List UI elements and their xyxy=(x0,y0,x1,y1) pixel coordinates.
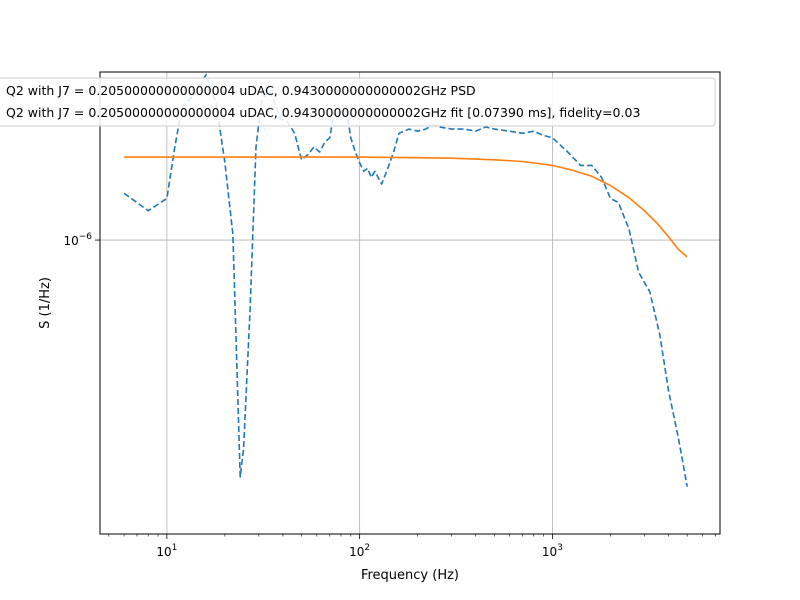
axis-ticks: 101 102 103 10−6 xyxy=(63,232,716,559)
legend: Q2 with J7 = 0.20500000000000004 uDAC, 0… xyxy=(0,77,716,127)
legend-entry-psd: Q2 with J7 = 0.20500000000000004 uDAC, 0… xyxy=(6,83,476,98)
legend-box xyxy=(0,77,716,127)
y-tick-label: 10−6 xyxy=(63,232,92,248)
x-axis-label: Frequency (Hz) xyxy=(361,568,459,583)
x-tick-label: 102 xyxy=(349,543,370,559)
fit-series-line xyxy=(124,156,688,258)
y-axis-label: S (1/Hz) xyxy=(38,277,53,329)
legend-entry-fit: Q2 with J7 = 0.20500000000000004 uDAC, 0… xyxy=(6,105,640,120)
plot-frame xyxy=(99,71,721,535)
x-tick-label: 101 xyxy=(156,543,177,559)
psd-series-line xyxy=(123,73,688,487)
series-layer xyxy=(123,73,688,487)
grid-lines xyxy=(100,72,720,534)
x-tick-label: 103 xyxy=(542,543,563,559)
